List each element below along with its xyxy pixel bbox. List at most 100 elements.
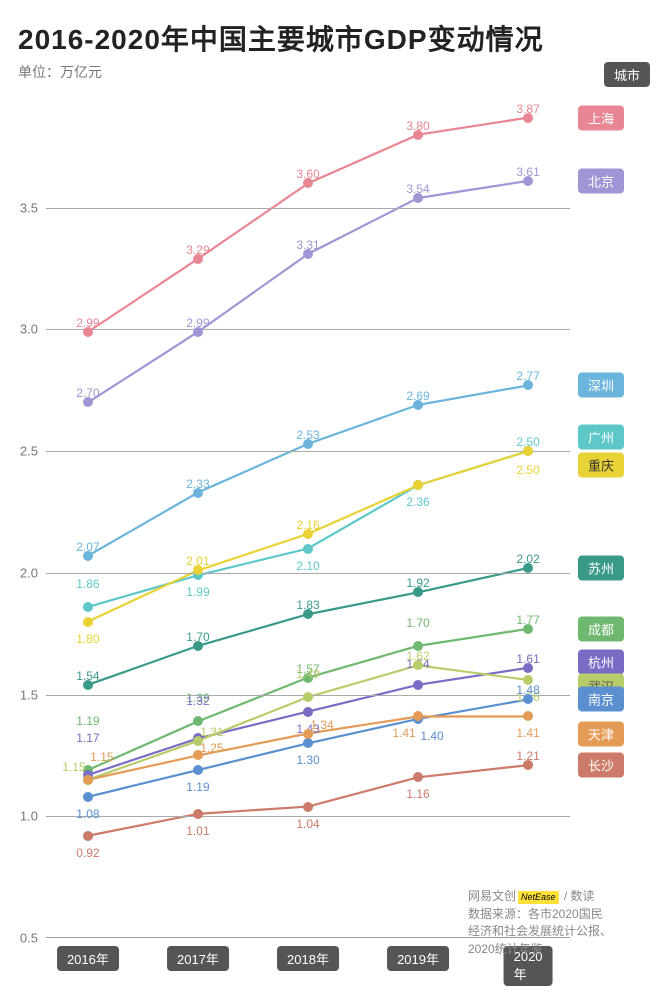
x-tick-label: 2017年 bbox=[167, 946, 229, 971]
value-label: 1.41 bbox=[392, 726, 415, 740]
brand-logo: NetEase bbox=[518, 891, 559, 904]
series-tag: 广州 bbox=[578, 425, 624, 450]
series-line bbox=[88, 181, 528, 403]
data-point bbox=[413, 711, 423, 721]
value-label: 2.07 bbox=[76, 540, 99, 554]
data-point bbox=[83, 775, 93, 785]
data-point bbox=[193, 765, 203, 775]
value-label: 1.40 bbox=[420, 729, 443, 743]
value-label: 1.19 bbox=[186, 780, 209, 794]
value-label: 1.32 bbox=[186, 694, 209, 708]
series-tag: 上海 bbox=[578, 105, 624, 130]
value-label: 1.49 bbox=[296, 667, 319, 681]
brand-prefix: 网易文创 bbox=[468, 889, 516, 903]
y-gridline bbox=[46, 573, 570, 574]
series-tag: 杭州 bbox=[578, 649, 624, 674]
series-tag: 南京 bbox=[578, 687, 624, 712]
value-label: 1.25 bbox=[200, 741, 223, 755]
chart-title: 2016-2020年中国主要城市GDP变动情况 bbox=[18, 18, 544, 58]
unit-label: 单位：万亿元 bbox=[18, 62, 102, 82]
series-tag: 重庆 bbox=[578, 453, 624, 478]
y-tick-label: 1.5 bbox=[20, 687, 38, 702]
value-label: 1.99 bbox=[186, 585, 209, 599]
value-label: 1.77 bbox=[516, 613, 539, 627]
value-label: 2.70 bbox=[76, 386, 99, 400]
value-label: 1.01 bbox=[186, 824, 209, 838]
value-label: 2.02 bbox=[516, 552, 539, 566]
value-label: 1.21 bbox=[516, 749, 539, 763]
y-tick-label: 2.0 bbox=[20, 565, 38, 580]
value-label: 3.60 bbox=[296, 167, 319, 181]
value-label: 1.41 bbox=[516, 726, 539, 740]
brand-line: 网易文创NetEase / 数读 bbox=[468, 888, 648, 905]
y-tick-label: 0.5 bbox=[20, 931, 38, 946]
series-tag: 苏州 bbox=[578, 555, 624, 580]
source-line-3: 2020统计年鉴 bbox=[468, 941, 648, 958]
y-gridline bbox=[46, 451, 570, 452]
value-label: 1.48 bbox=[516, 683, 539, 697]
data-point bbox=[83, 792, 93, 802]
data-point bbox=[303, 738, 313, 748]
data-point bbox=[303, 544, 313, 554]
value-label: 0.92 bbox=[76, 846, 99, 860]
series-tag: 长沙 bbox=[578, 753, 624, 778]
x-tick-label: 2018年 bbox=[277, 946, 339, 971]
y-tick-label: 1.0 bbox=[20, 809, 38, 824]
value-label: 3.61 bbox=[516, 165, 539, 179]
data-point bbox=[193, 809, 203, 819]
value-label: 3.31 bbox=[296, 238, 319, 252]
value-label: 1.34 bbox=[310, 718, 333, 732]
value-label: 1.54 bbox=[76, 669, 99, 683]
value-label: 1.30 bbox=[296, 753, 319, 767]
data-point bbox=[523, 446, 533, 456]
legend-header: 城市 bbox=[604, 62, 650, 87]
value-label: 1.16 bbox=[406, 787, 429, 801]
value-label: 1.19 bbox=[76, 714, 99, 728]
source-line-2: 经济和社会发展统计公报、 bbox=[468, 923, 648, 940]
value-label: 3.80 bbox=[406, 119, 429, 133]
value-label: 2.36 bbox=[406, 495, 429, 509]
y-tick-label: 3.5 bbox=[20, 200, 38, 215]
value-label: 2.16 bbox=[296, 518, 319, 532]
value-label: 2.50 bbox=[516, 463, 539, 477]
value-label: 1.08 bbox=[76, 807, 99, 821]
source-line-1: 数据来源：各市2020国民 bbox=[468, 906, 648, 923]
value-label: 1.31 bbox=[200, 725, 223, 739]
line-chart: 0.51.01.52.02.53.03.52016年2017年2018年2019… bbox=[46, 86, 570, 938]
data-point bbox=[83, 617, 93, 627]
value-label: 1.86 bbox=[76, 577, 99, 591]
x-tick-label: 2016年 bbox=[57, 946, 119, 971]
value-label: 3.29 bbox=[186, 243, 209, 257]
value-label: 2.01 bbox=[186, 554, 209, 568]
brand-suffix: / 数读 bbox=[561, 889, 595, 903]
value-label: 2.10 bbox=[296, 559, 319, 573]
value-label: 2.99 bbox=[186, 316, 209, 330]
data-point bbox=[303, 692, 313, 702]
source-footer: 网易文创NetEase / 数读 数据来源：各市2020国民 经济和社会发展统计… bbox=[468, 888, 648, 958]
data-point bbox=[303, 707, 313, 717]
y-tick-label: 3.0 bbox=[20, 322, 38, 337]
value-label: 2.69 bbox=[406, 389, 429, 403]
series-tag: 成都 bbox=[578, 616, 624, 641]
value-label: 1.15 bbox=[90, 750, 113, 764]
value-label: 1.61 bbox=[516, 652, 539, 666]
series-line bbox=[88, 118, 528, 332]
data-point bbox=[523, 711, 533, 721]
data-point bbox=[83, 602, 93, 612]
value-label: 3.87 bbox=[516, 102, 539, 116]
data-point bbox=[83, 831, 93, 841]
data-point bbox=[303, 802, 313, 812]
value-label: 1.17 bbox=[76, 731, 99, 745]
x-tick-label: 2019年 bbox=[387, 946, 449, 971]
y-gridline bbox=[46, 329, 570, 330]
data-point bbox=[413, 480, 423, 490]
value-label: 1.04 bbox=[296, 817, 319, 831]
series-tag: 北京 bbox=[578, 168, 624, 193]
series-tag: 天津 bbox=[578, 722, 624, 747]
value-label: 2.99 bbox=[76, 316, 99, 330]
value-label: 1.80 bbox=[76, 632, 99, 646]
y-tick-label: 2.5 bbox=[20, 444, 38, 459]
value-label: 1.83 bbox=[296, 598, 319, 612]
value-label: 1.70 bbox=[186, 630, 209, 644]
value-label: 2.53 bbox=[296, 428, 319, 442]
